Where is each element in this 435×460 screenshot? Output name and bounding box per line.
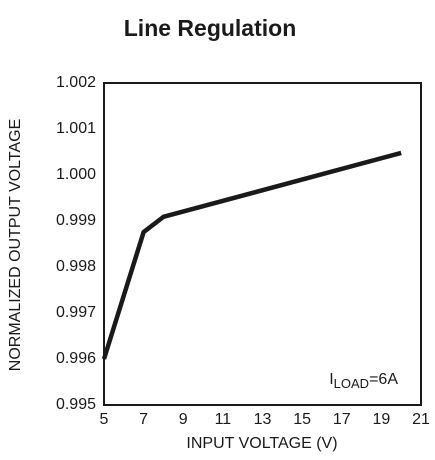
x-tick-label: 7 — [139, 411, 148, 428]
annotation-main: I — [329, 371, 333, 388]
x-tick-label: 17 — [333, 411, 351, 428]
data-line — [101, 150, 402, 360]
y-tick-label: 0.998 — [56, 258, 96, 275]
x-tick-label: 9 — [179, 411, 188, 428]
annotation-sub: LOAD — [334, 376, 369, 391]
annotation-rest: =6A — [369, 371, 398, 388]
y-axis-label: NORMALIZED OUTPUT VOLTAGE — [7, 119, 24, 371]
x-tick-label: 19 — [372, 411, 390, 428]
y-tick-label: 0.995 — [56, 396, 96, 413]
x-tick-label: 15 — [293, 411, 311, 428]
x-tick-label: 21 — [412, 411, 430, 428]
x-tick-label: 11 — [215, 411, 232, 428]
y-tick-label: 1.002 — [56, 74, 96, 91]
x-tick-label: 5 — [100, 411, 109, 428]
annotation: ILOAD=6A — [329, 371, 398, 391]
plot-frame — [103, 82, 422, 406]
y-tick-label: 0.997 — [56, 304, 96, 321]
x-axis-label: INPUT VOLTAGE (V) — [186, 435, 337, 452]
x-tick-label: 13 — [254, 411, 272, 428]
y-tick-label: 0.996 — [56, 350, 96, 367]
y-tick-label: 1.001 — [56, 120, 96, 137]
y-tick-label: 0.999 — [56, 212, 96, 229]
chart-title: Line Regulation — [124, 15, 297, 41]
y-tick-label: 1.000 — [56, 166, 96, 183]
